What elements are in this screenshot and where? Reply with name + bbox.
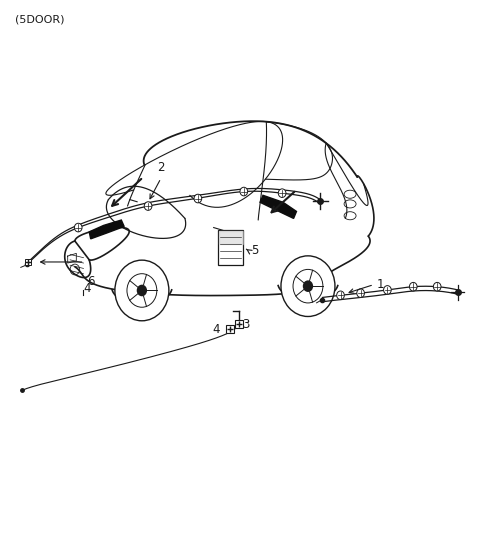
Text: 6: 6: [87, 275, 95, 288]
Circle shape: [115, 260, 169, 321]
Circle shape: [409, 282, 417, 291]
Polygon shape: [260, 195, 297, 218]
Circle shape: [384, 286, 391, 294]
Circle shape: [281, 256, 335, 316]
Circle shape: [137, 285, 147, 296]
Circle shape: [194, 194, 202, 203]
Text: 3: 3: [242, 318, 250, 331]
Circle shape: [336, 291, 344, 300]
Text: (5DOOR): (5DOOR): [15, 14, 64, 24]
Polygon shape: [219, 231, 243, 244]
Text: 5: 5: [252, 244, 259, 257]
Bar: [218, 230, 243, 265]
Polygon shape: [89, 220, 124, 239]
Circle shape: [433, 282, 441, 291]
Text: 2: 2: [157, 161, 165, 174]
Circle shape: [278, 189, 286, 197]
Text: 1: 1: [376, 278, 384, 291]
Text: 4: 4: [84, 282, 91, 295]
Circle shape: [303, 280, 313, 292]
Circle shape: [74, 223, 82, 232]
Circle shape: [357, 289, 364, 298]
Circle shape: [144, 202, 152, 210]
Text: 4: 4: [212, 323, 220, 336]
Circle shape: [240, 187, 248, 196]
